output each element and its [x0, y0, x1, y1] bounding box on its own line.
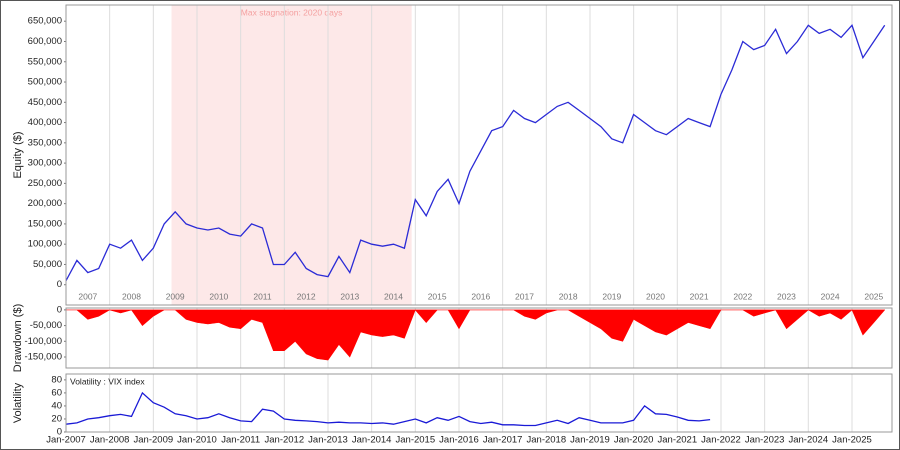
x-tick-label: Jan-2009 [134, 435, 174, 446]
x-tick-label: Jan-2022 [701, 435, 741, 446]
annotation: Max stagnation: 2020 days [241, 7, 343, 17]
y-axis-title: Equity ($) [12, 131, 24, 178]
x-tick-label: 2008 [122, 291, 141, 301]
y-tick-label: 200,000 [28, 198, 62, 209]
y-tick-label: 650,000 [28, 16, 62, 27]
y-axis-title: Volatility [12, 382, 24, 423]
y-tick-label: 600,000 [28, 36, 62, 47]
x-tick-label: 2022 [733, 291, 752, 301]
x-tick-label: Jan-2020 [614, 435, 654, 446]
stagnation-band [171, 5, 412, 305]
x-tick-label: 2009 [166, 291, 185, 301]
x-tick-label: 2013 [340, 291, 359, 301]
x-tick-label: 2012 [297, 291, 316, 301]
y-tick-label: 0 [57, 304, 62, 315]
y-tick-label: 20 [51, 413, 62, 424]
y-tick-label: 500,000 [28, 77, 62, 88]
x-tick-label: 2025 [864, 291, 883, 301]
x-tick-label: Jan-2024 [788, 435, 828, 446]
y-axis-title: Drawdown ($) [12, 304, 24, 372]
y-tick-label: 100,000 [28, 239, 62, 250]
x-tick-label: 2014 [384, 291, 403, 301]
x-tick-label: Jan-2013 [308, 435, 348, 446]
y-tick-label: 60 [51, 387, 62, 398]
x-tick-label: 2021 [690, 291, 709, 301]
y-tick-label: 250,000 [28, 178, 62, 189]
x-tick-label: Jan-2025 [832, 435, 872, 446]
x-tick-label: Jan-2018 [527, 435, 567, 446]
y-tick-label: 400,000 [28, 117, 62, 128]
x-tick-label: Jan-2016 [439, 435, 479, 446]
y-tick-label: 300,000 [28, 158, 62, 169]
y-tick-label: 450,000 [28, 97, 62, 108]
series-line [66, 24, 886, 282]
y-tick-label: 550,000 [28, 56, 62, 67]
x-tick-label: 2020 [646, 291, 665, 301]
y-tick-label: -50,000 [30, 320, 62, 331]
x-tick-label: Jan-2012 [265, 435, 305, 446]
x-tick-label: Jan-2014 [352, 435, 392, 446]
x-tick-label: 2024 [821, 291, 840, 301]
x-tick-label: Jan-2021 [658, 435, 698, 446]
y-tick-label: -100,000 [24, 336, 62, 347]
x-tick-label: 2017 [515, 291, 534, 301]
x-tick-label: 2016 [471, 291, 490, 301]
panel-frame [65, 4, 893, 306]
x-tick-label: 2010 [209, 291, 228, 301]
x-tick-label: Jan-2023 [745, 435, 785, 446]
y-tick-label: 0 [57, 427, 62, 438]
x-tick-label: Jan-2017 [483, 435, 523, 446]
x-tick-label: 2018 [559, 291, 578, 301]
x-tick-label: Jan-2010 [177, 435, 217, 446]
panel-frame [65, 307, 893, 369]
y-tick-label: 150,000 [28, 218, 62, 229]
series-line [66, 391, 711, 427]
x-tick-label: Jan-2008 [90, 435, 130, 446]
x-tick-label: 2011 [253, 291, 272, 301]
x-tick-label: 2023 [777, 291, 796, 301]
x-tick-label: 2015 [428, 291, 447, 301]
legend-label: Volatility : VIX index [70, 376, 145, 386]
x-tick-label: Jan-2015 [396, 435, 436, 446]
x-tick-label: Jan-2007 [46, 435, 86, 446]
y-tick-label: -150,000 [24, 352, 62, 363]
x-tick-label: 2019 [602, 291, 621, 301]
y-tick-label: 50,000 [33, 259, 62, 270]
y-tick-label: 40 [51, 400, 62, 411]
drawdown-area [66, 309, 885, 361]
x-tick-label: Jan-2011 [221, 435, 260, 446]
panel-frame [65, 373, 893, 433]
x-tick-label: 2007 [78, 291, 97, 301]
y-tick-label: 80 [51, 374, 62, 385]
y-tick-label: 350,000 [28, 137, 62, 148]
x-tick-label: Jan-2019 [570, 435, 610, 446]
y-tick-label: 0 [57, 279, 62, 290]
